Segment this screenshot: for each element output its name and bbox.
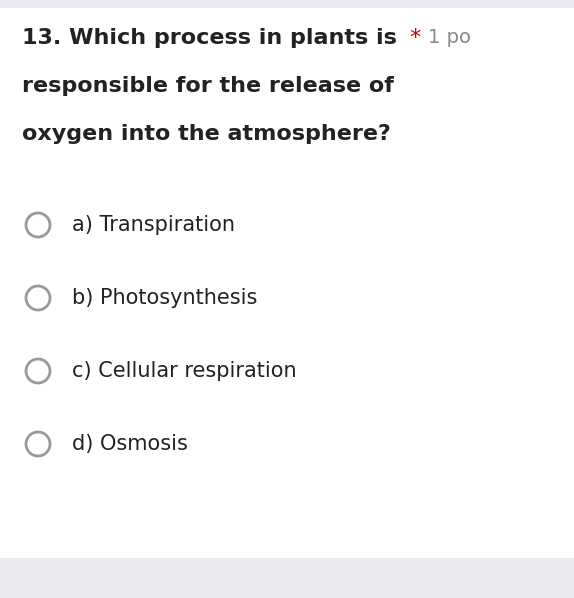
Text: 1 po: 1 po (428, 28, 471, 47)
Text: c) Cellular respiration: c) Cellular respiration (72, 361, 297, 381)
Bar (0, 0, 574, 8)
Circle shape (26, 286, 50, 310)
Bar (0, 558, 574, 598)
Text: a) Transpiration: a) Transpiration (72, 215, 235, 235)
Circle shape (26, 213, 50, 237)
Text: b) Photosynthesis: b) Photosynthesis (72, 288, 257, 308)
Text: d) Osmosis: d) Osmosis (72, 434, 188, 454)
Circle shape (26, 359, 50, 383)
Text: 13. Which process in plants is: 13. Which process in plants is (22, 28, 397, 48)
Text: responsible for the release of: responsible for the release of (22, 76, 394, 96)
Text: *: * (410, 28, 428, 48)
Text: oxygen into the atmosphere?: oxygen into the atmosphere? (22, 124, 391, 144)
Circle shape (26, 432, 50, 456)
